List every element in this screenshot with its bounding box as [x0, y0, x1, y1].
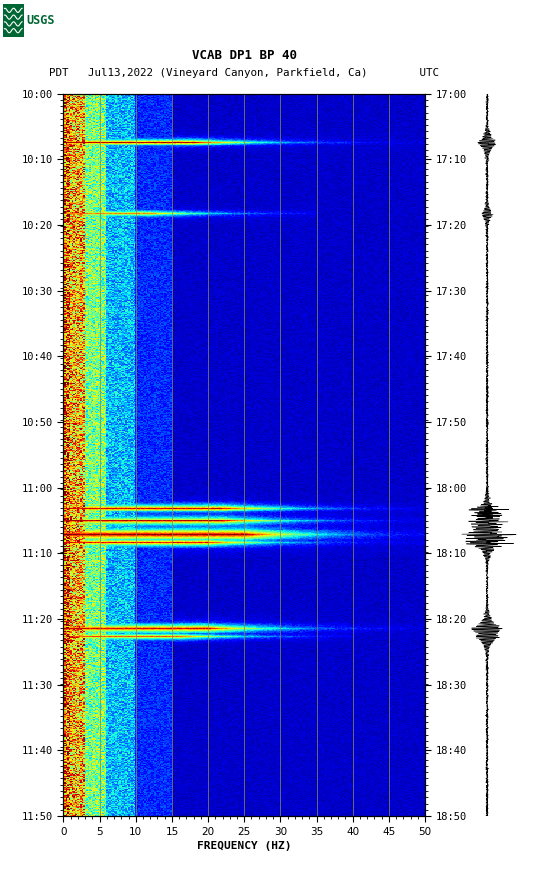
Text: VCAB DP1 BP 40: VCAB DP1 BP 40	[192, 49, 297, 62]
X-axis label: FREQUENCY (HZ): FREQUENCY (HZ)	[197, 841, 291, 851]
Text: USGS: USGS	[26, 14, 55, 27]
FancyBboxPatch shape	[3, 4, 24, 37]
Text: PDT   Jul13,2022 (Vineyard Canyon, Parkfield, Ca)        UTC: PDT Jul13,2022 (Vineyard Canyon, Parkfie…	[49, 69, 439, 78]
